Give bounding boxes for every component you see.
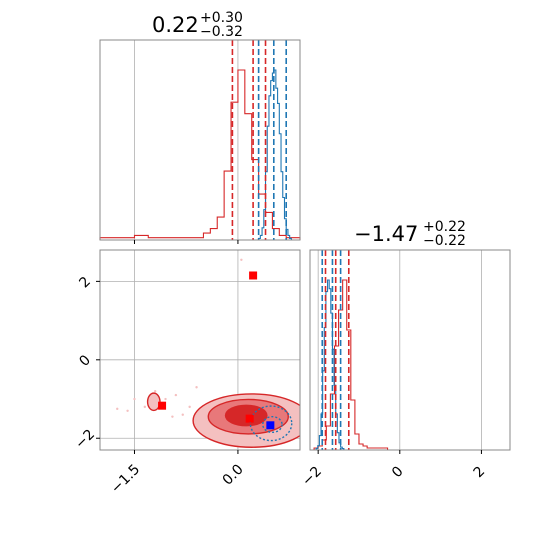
- title-value: −1.47: [354, 222, 418, 246]
- red-histogram: [99, 69, 301, 240]
- scatter-point: [164, 397, 167, 401]
- scatter-point: [153, 389, 157, 393]
- y-tick-label: 0: [76, 352, 94, 370]
- red-marker: [158, 401, 167, 410]
- blue-contours: [249, 405, 293, 442]
- grid: [134, 40, 239, 240]
- x-ticks: −1.5 0.0: [108, 450, 247, 497]
- scatter-points: [116, 258, 243, 418]
- blue-contour-outer: [249, 405, 293, 442]
- scatter-point: [188, 405, 191, 409]
- scatter-point: [171, 415, 174, 418]
- title-plus: +0.22: [423, 219, 466, 235]
- scatter-point: [143, 405, 147, 409]
- panel-frame: [99, 249, 301, 451]
- quantile-lines: [321, 250, 350, 450]
- blue-histogram: [315, 279, 345, 450]
- title-minus: −0.32: [200, 24, 243, 40]
- scatter-point: [195, 386, 198, 389]
- x-tick-label: 0.0: [220, 462, 247, 489]
- y-tick-label: 2: [76, 274, 94, 292]
- panel-frame: [309, 249, 511, 451]
- blue-marker: [266, 421, 275, 430]
- scatter-point: [240, 258, 243, 262]
- truth-markers: [158, 271, 275, 430]
- red-contours: [146, 392, 300, 448]
- panel-2d-contour: −1.5 0.0 2 0 −2: [72, 249, 301, 497]
- x-ticks: −2 0 2: [299, 450, 488, 489]
- blue-contour-inner: [262, 415, 283, 434]
- tick-label: −2: [299, 464, 325, 490]
- title-plus: +0.30: [200, 10, 243, 26]
- quantile-lines: [231, 40, 288, 240]
- x-tick-label: −1.5: [108, 462, 143, 497]
- scatter-point: [174, 393, 178, 397]
- red-marker: [245, 414, 254, 423]
- red-marker: [249, 271, 258, 280]
- y-tick-label: −2: [72, 426, 98, 452]
- histogram-step-line: [99, 69, 301, 240]
- panel-x-histogram: 0.22 +0.30 −0.32: [99, 10, 301, 244]
- scatter-point: [133, 397, 136, 401]
- tick-label: 2: [471, 464, 489, 482]
- x-ticks: [133, 240, 239, 244]
- panel-y-histogram: −2 0 2 −1.47 +0.22 −0.22: [299, 219, 511, 489]
- title-minus: −0.22: [423, 233, 466, 249]
- tick-label: 0: [389, 464, 407, 482]
- title-value: 0.22: [152, 13, 199, 37]
- scatter-point: [116, 407, 119, 411]
- y-ticks: 2 0 −2: [72, 274, 100, 452]
- panel-frame: [99, 39, 301, 241]
- scatter-point: [181, 413, 184, 416]
- scatter-point: [126, 409, 129, 412]
- histogram-step-line: [315, 279, 345, 450]
- grid: [317, 250, 482, 450]
